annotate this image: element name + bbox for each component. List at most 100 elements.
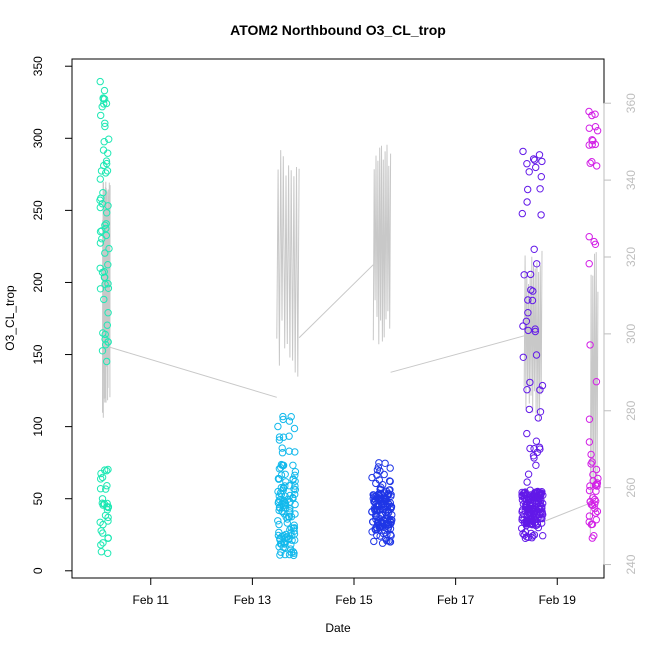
data-point (539, 532, 547, 540)
overlay-segment (276, 150, 300, 377)
data-point (380, 530, 388, 538)
y-tick-label: 0 (31, 567, 45, 574)
data-point (535, 443, 544, 451)
data-point (370, 537, 378, 546)
data-point (536, 185, 544, 193)
y-tick-label: 50 (31, 492, 45, 506)
data-point (289, 475, 297, 483)
data-point (291, 536, 299, 544)
data-point (526, 378, 534, 387)
x-axis: Feb 11 Feb 13 Feb 15 Feb 17 Feb 19 (133, 577, 576, 607)
data-point (275, 520, 283, 529)
data-point (523, 386, 531, 394)
data-point (586, 341, 594, 349)
chart-title: ATOM2 Northbound O3_CL_trop (230, 22, 446, 38)
y2-tick-label: 260 (624, 477, 638, 497)
data-point (592, 378, 601, 386)
data-point (585, 124, 593, 132)
data-point (97, 527, 105, 535)
data-point (590, 532, 598, 540)
data-point (100, 100, 108, 108)
data-point (372, 479, 380, 488)
data-point (524, 309, 532, 317)
data-point (532, 163, 540, 172)
data-point (278, 449, 287, 457)
data-point (519, 147, 527, 156)
data-point (523, 198, 531, 206)
y-tick-label: 150 (31, 344, 45, 364)
y-tick-label: 350 (31, 56, 45, 76)
data-point (275, 506, 283, 515)
data-point (588, 141, 596, 149)
data-point (384, 523, 393, 531)
data-point (291, 510, 299, 518)
data-point (381, 459, 389, 467)
data-point (590, 237, 598, 246)
data-point (373, 493, 381, 502)
data-point (98, 268, 107, 277)
series-group (585, 107, 602, 542)
data-point (383, 522, 391, 530)
data-point (282, 501, 290, 509)
data-point (96, 239, 105, 247)
data-point (96, 518, 104, 526)
overlay-segment (589, 252, 599, 537)
data-point (279, 483, 288, 492)
data-point (524, 470, 533, 478)
data-point (290, 424, 299, 433)
data-point (524, 498, 532, 506)
series-group (518, 147, 547, 542)
y2-tick-label: 320 (624, 247, 638, 267)
data-point (588, 136, 596, 144)
y-tick-label: 250 (31, 200, 45, 220)
data-point (532, 437, 541, 445)
data-point (377, 486, 385, 494)
overlay-segment (523, 250, 543, 421)
data-point (529, 492, 538, 500)
data-point (281, 492, 289, 500)
data-point (277, 464, 285, 472)
data-point (98, 200, 107, 208)
data-point (96, 203, 105, 212)
data-point (100, 86, 109, 95)
data-point (104, 534, 112, 542)
data-point (531, 504, 540, 512)
data-point (279, 497, 288, 505)
data-point (104, 261, 112, 269)
data-point (592, 465, 601, 474)
data-point (104, 465, 112, 474)
data-point (103, 321, 112, 329)
series-group (368, 459, 396, 547)
y2-tick-label: 240 (624, 554, 638, 574)
data-point (100, 295, 108, 304)
data-point (519, 322, 527, 330)
data-point (98, 227, 106, 235)
data-point (588, 458, 596, 466)
data-point (531, 327, 539, 336)
data-point (586, 498, 594, 506)
data-point (536, 408, 545, 416)
data-point (588, 158, 596, 166)
data-point (371, 512, 380, 520)
data-point (291, 486, 299, 494)
data-point (102, 231, 111, 240)
data-point (275, 436, 284, 444)
data-point (96, 285, 105, 293)
data-point (99, 329, 107, 337)
data-point (383, 530, 391, 539)
data-point (534, 414, 542, 422)
y2-tick-label: 360 (624, 93, 638, 113)
data-point (585, 233, 593, 241)
data-point (525, 168, 533, 176)
y-tick-label: 100 (31, 416, 45, 436)
data-point (594, 474, 602, 483)
data-point (96, 485, 105, 493)
data-point (102, 485, 110, 493)
data-point (368, 528, 376, 536)
data-point (102, 169, 110, 177)
data-point (526, 444, 534, 453)
data-point (99, 94, 107, 102)
data-point (290, 521, 298, 529)
